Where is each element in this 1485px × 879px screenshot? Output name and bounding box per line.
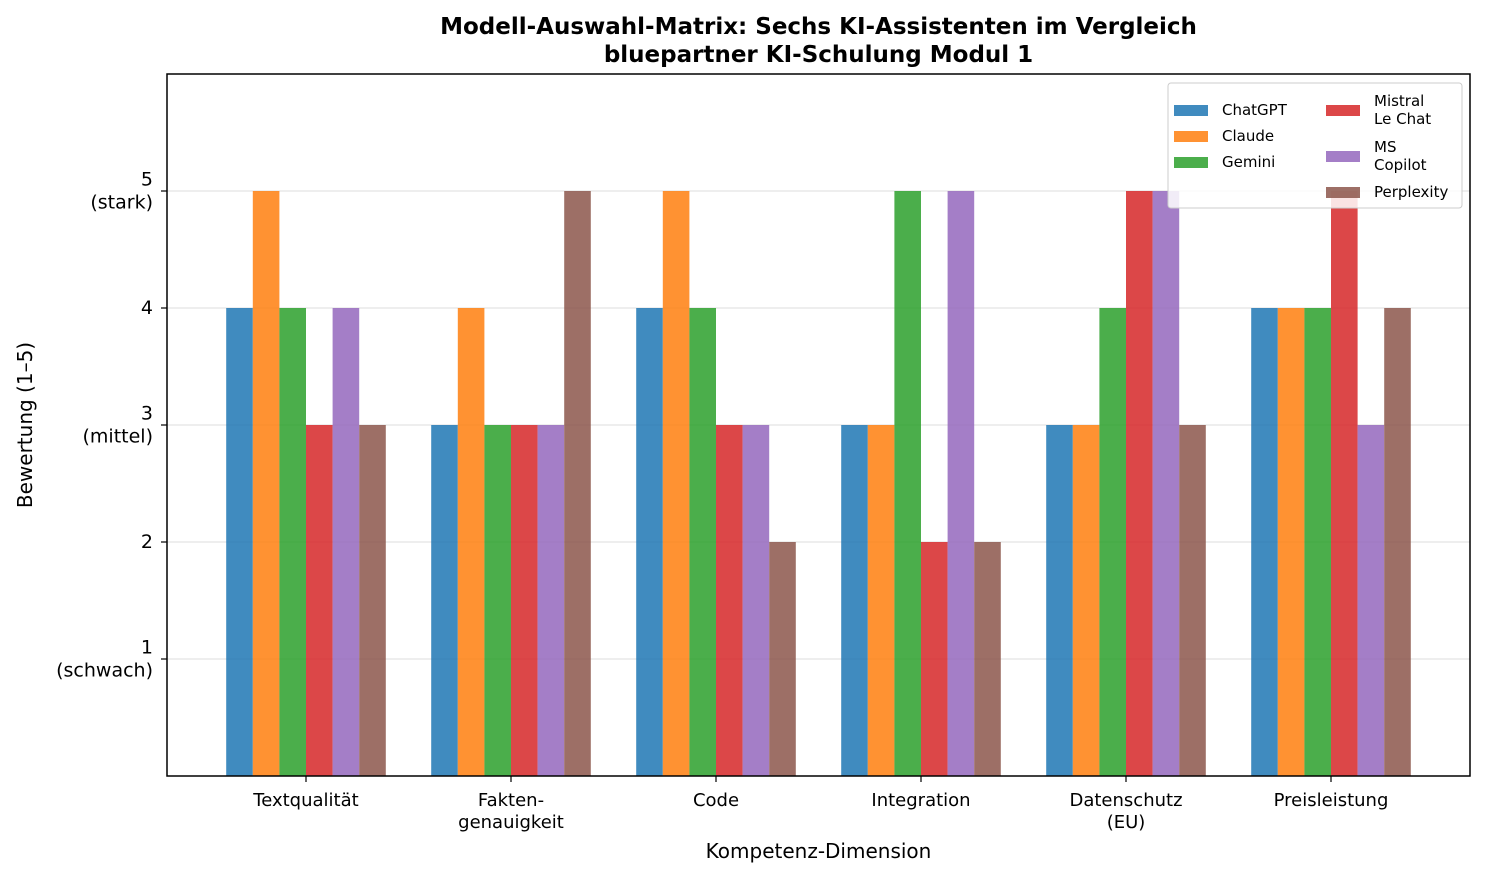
bar-0-5: [1251, 308, 1278, 776]
bar-3-5: [1331, 191, 1358, 776]
x-tick-label-0: Textqualität: [252, 790, 358, 811]
bar-1-3: [867, 425, 895, 776]
x-ticks: Textqualität Fakten-genauigkeit Code Integr…: [252, 776, 1388, 833]
y-tick-line: (mittel): [83, 426, 153, 448]
legend-label-line: MS: [1374, 138, 1396, 156]
bar-3-4: [1126, 191, 1153, 776]
bar-5-3: [974, 542, 1001, 776]
x-tick-line: Fakten-: [478, 790, 544, 811]
bar-1-2: [662, 191, 690, 776]
legend-label-5: Perplexity: [1374, 183, 1448, 201]
x-axis-label: Kompetenz-Dimension: [706, 839, 932, 863]
legend-label-line: ChatGPT: [1222, 101, 1288, 119]
bar-3-2: [716, 425, 743, 776]
y-axis-label: Bewertung (1–5): [13, 342, 37, 508]
y-tick-line: (stark): [90, 192, 153, 214]
y-tick-line: 2: [141, 531, 153, 553]
bar-5-5: [1384, 308, 1411, 776]
bar-5-4: [1179, 425, 1206, 776]
bar-4-1: [537, 425, 565, 776]
chart-title-line: Modell-Auswahl-Matrix: Sechs KI-Assisten…: [440, 14, 1197, 40]
y-tick-line: (schwach): [56, 660, 153, 682]
titles: Modell-Auswahl-Matrix: Sechs KI-Assisten…: [13, 14, 1197, 863]
legend-label-2: Gemini: [1222, 153, 1275, 171]
bar-4-3: [947, 191, 975, 776]
y-tick-label-1: 2: [141, 531, 153, 553]
bar-1-5: [1277, 308, 1305, 776]
y-tick-line: 1: [141, 637, 153, 659]
y-tick-label-4: 5 (stark): [90, 169, 153, 214]
bar-2-3: [894, 191, 921, 776]
y-tick-line: 4: [141, 297, 153, 319]
legend-swatch-2: [1174, 157, 1208, 168]
x-tick-line: Textqualität: [252, 790, 358, 811]
bar-2-1: [484, 425, 511, 776]
legend-box: [1167, 82, 1463, 209]
bars: [226, 191, 1411, 776]
bar-1-4: [1072, 425, 1100, 776]
legend-label-4: MS Copilot: [1374, 138, 1427, 174]
y-tick-label-2: 3 (mittel): [83, 403, 153, 448]
legend-label-3: Mistral Le Chat: [1374, 92, 1431, 128]
bar-4-4: [1152, 191, 1180, 776]
bar-2-0: [279, 308, 306, 776]
x-tick-line: Preisleistung: [1274, 790, 1389, 811]
legend-label-line: Copilot: [1374, 156, 1427, 174]
chart-title: Modell-Auswahl-Matrix: Sechs KI-Assisten…: [440, 14, 1197, 68]
bar-3-3: [921, 542, 948, 776]
legend-swatch-4: [1326, 151, 1360, 162]
bar-4-2: [742, 425, 770, 776]
legend-label-line: Mistral: [1374, 92, 1424, 110]
bar-0-0: [226, 308, 253, 776]
x-tick-line: Integration: [871, 790, 970, 811]
x-tick-label-2: Code: [693, 790, 739, 811]
x-tick-label-5: Preisleistung: [1274, 790, 1389, 811]
legend-swatch-0: [1174, 105, 1208, 116]
x-tick-label-4: Datenschutz (EU): [1069, 790, 1182, 833]
legend-label-line: Claude: [1222, 127, 1274, 145]
bar-1-0: [252, 191, 280, 776]
legend-label-line: Gemini: [1222, 153, 1275, 171]
legend-swatch-5: [1326, 187, 1360, 198]
x-tick-label-1: Fakten-genauigkeit: [458, 790, 564, 833]
legend: ChatGPT Claude Gemini Mistral Le Chat MS Copil…: [1167, 82, 1463, 209]
x-tick-label-3: Integration: [871, 790, 970, 811]
legend-swatch-3: [1326, 105, 1360, 116]
legend-label-line: Perplexity: [1374, 183, 1448, 201]
bar-4-5: [1357, 425, 1385, 776]
y-tick-line: 3: [141, 403, 153, 425]
bar-0-1: [431, 425, 458, 776]
chart-title-line: bluepartner KI-Schulung Modul 1: [604, 42, 1033, 68]
bar-5-0: [359, 425, 386, 776]
legend-label-line: Le Chat: [1374, 110, 1431, 128]
x-tick-line: (EU): [1107, 812, 1146, 833]
bar-2-5: [1304, 308, 1331, 776]
bar-2-2: [689, 308, 716, 776]
y-tick-label-0: 1 (schwach): [56, 637, 153, 682]
x-tick-line: Datenschutz: [1069, 790, 1182, 811]
bar-0-4: [1046, 425, 1073, 776]
x-tick-line: Code: [693, 790, 739, 811]
bar-5-1: [564, 191, 591, 776]
y-tick-line: 5: [141, 169, 153, 191]
bar-3-0: [306, 425, 333, 776]
legend-label-0: ChatGPT: [1222, 101, 1288, 119]
bar-1-1: [457, 308, 485, 776]
bar-4-0: [332, 308, 360, 776]
y-ticks: 1 (schwach) 2 3 (mittel) 4 5 (stark): [56, 169, 167, 682]
bar-0-3: [841, 425, 868, 776]
legend-label-1: Claude: [1222, 127, 1274, 145]
bar-2-4: [1099, 308, 1126, 776]
x-tick-line: genauigkeit: [458, 812, 564, 833]
bar-3-1: [511, 425, 538, 776]
y-tick-label-3: 4: [141, 297, 153, 319]
bar-5-2: [769, 542, 796, 776]
legend-swatch-1: [1174, 131, 1208, 142]
bar-0-2: [636, 308, 663, 776]
